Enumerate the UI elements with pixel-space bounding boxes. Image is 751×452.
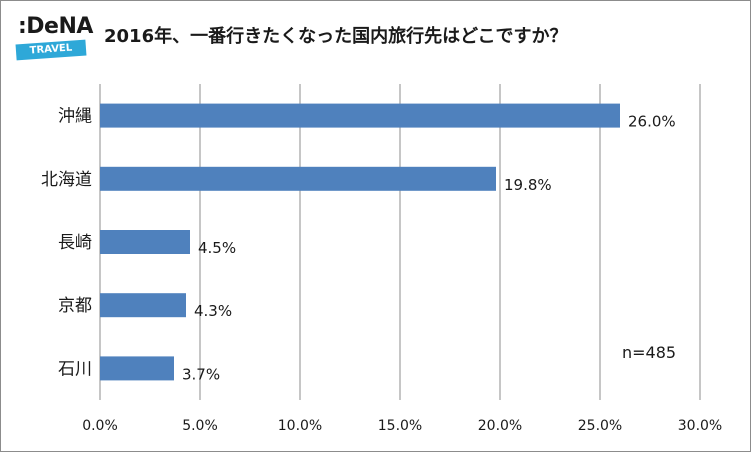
sample-size-note: n=485 bbox=[622, 343, 677, 362]
x-tick-label: 30.0% bbox=[678, 418, 722, 434]
gridlines bbox=[99, 84, 701, 400]
x-tick-label: 25.0% bbox=[578, 418, 622, 434]
data-label: 26.0% bbox=[628, 113, 676, 131]
category-label: 長崎 bbox=[58, 233, 92, 253]
x-tick-label: 5.0% bbox=[182, 418, 218, 434]
bar bbox=[100, 293, 186, 318]
x-tick-label: 10.0% bbox=[278, 418, 322, 434]
logo-text: :DeNA bbox=[18, 14, 93, 39]
labels: 0.0% 5.0% 10.0% 15.0% 20.0% 25.0% 30.0% 沖縄 26.0%… bbox=[41, 107, 722, 434]
chart-title: 2016年、一番行きたくなった国内旅行先はどこですか？ bbox=[104, 26, 568, 47]
bar bbox=[100, 356, 174, 381]
bars bbox=[100, 103, 620, 381]
bar bbox=[100, 103, 620, 128]
data-label: 3.7% bbox=[182, 365, 220, 383]
category-label: 石川 bbox=[58, 359, 92, 379]
x-tick-label: 0.0% bbox=[82, 418, 118, 434]
x-tick-label: 15.0% bbox=[378, 418, 422, 434]
data-label: 4.5% bbox=[198, 239, 236, 257]
dena-travel-logo: :DeNA TRAVEL bbox=[14, 14, 93, 66]
bar bbox=[100, 230, 190, 254]
data-label: 19.8% bbox=[504, 176, 552, 194]
category-label: 京都 bbox=[58, 296, 92, 316]
bar bbox=[100, 166, 496, 191]
data-label: 4.3% bbox=[194, 302, 232, 320]
category-label: 北海道 bbox=[41, 170, 92, 190]
category-label: 沖縄 bbox=[58, 107, 92, 127]
x-tick-label: 20.0% bbox=[478, 418, 522, 434]
